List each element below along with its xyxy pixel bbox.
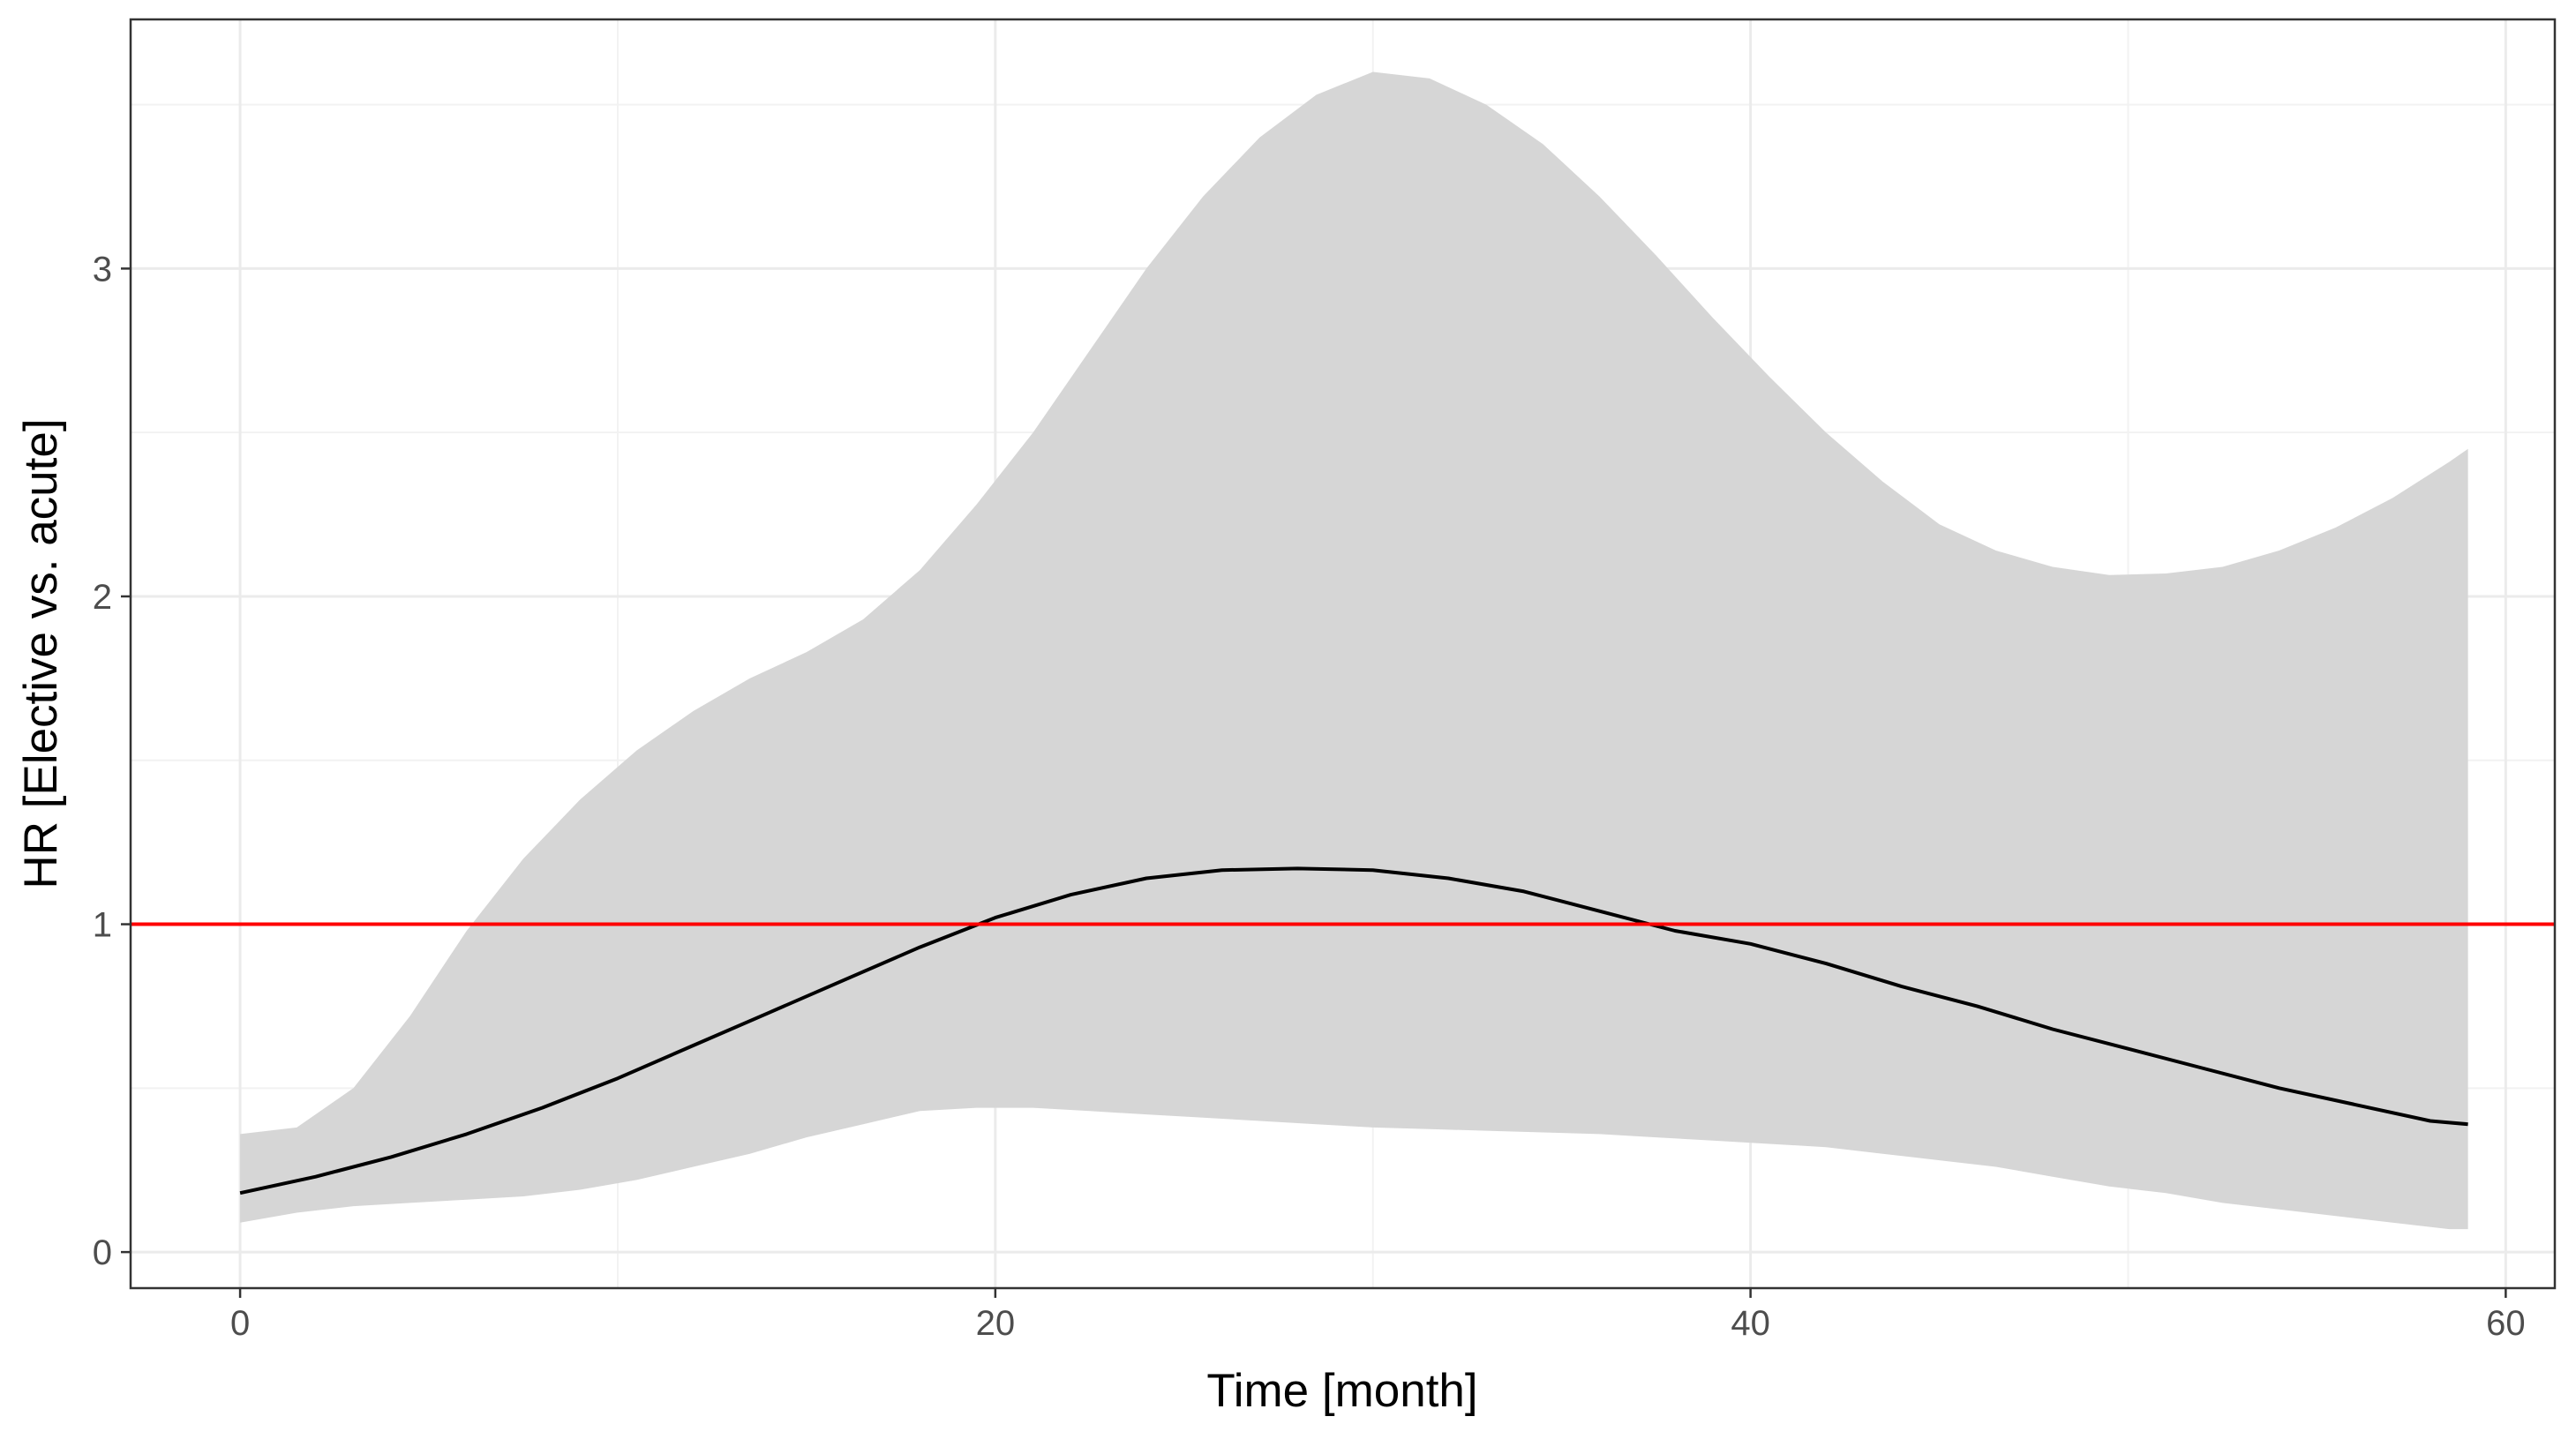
confidence-band — [240, 71, 2468, 1230]
y-tick-label: 1 — [93, 906, 112, 945]
plot-panel-border — [129, 18, 2557, 1290]
x-tick-label: 20 — [976, 1304, 1016, 1343]
x-tick-label: 40 — [1731, 1304, 1770, 1343]
y-tick-label: 3 — [93, 250, 112, 289]
x-tick-label: 0 — [230, 1304, 250, 1343]
x-axis-ticks: 0 20 40 60 — [230, 1288, 2526, 1343]
confidence-bands — [240, 71, 2468, 1230]
series-lines — [239, 866, 2468, 1195]
x-axis-title: Time [month] — [1206, 1365, 1477, 1417]
y-axis-title: HR [Elective vs. acute] — [15, 418, 67, 888]
hazard-ratio-line — [239, 866, 2468, 1195]
y-tick-label: 0 — [93, 1233, 112, 1272]
y-axis-ticks: 0 1 2 3 — [93, 250, 131, 1272]
x-tick-label: 60 — [2486, 1304, 2526, 1343]
y-tick-label: 2 — [93, 578, 112, 617]
